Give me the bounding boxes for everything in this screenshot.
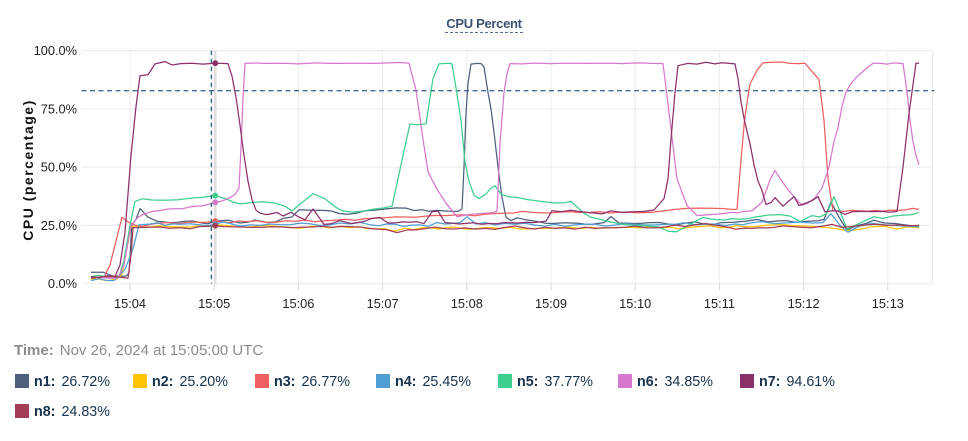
svg-text:100.0%: 100.0% (34, 43, 77, 58)
svg-text:50.0%: 50.0% (41, 160, 77, 175)
svg-text:15:11: 15:11 (704, 296, 735, 311)
svg-text:15:13: 15:13 (872, 296, 904, 311)
svg-text:0.0%: 0.0% (48, 276, 77, 291)
svg-text:15:07: 15:07 (367, 296, 399, 311)
svg-text:15:12: 15:12 (788, 296, 820, 311)
svg-text:15:10: 15:10 (619, 296, 651, 311)
svg-text:15:08: 15:08 (451, 296, 483, 311)
svg-text:15:05: 15:05 (198, 296, 230, 311)
svg-text:25.0%: 25.0% (41, 218, 77, 233)
svg-text:CPU (percentage): CPU (percentage) (20, 99, 36, 240)
svg-text:15:09: 15:09 (535, 296, 567, 311)
svg-text:15:04: 15:04 (114, 296, 146, 311)
svg-text:75.0%: 75.0% (41, 101, 77, 116)
svg-text:15:06: 15:06 (282, 296, 314, 311)
